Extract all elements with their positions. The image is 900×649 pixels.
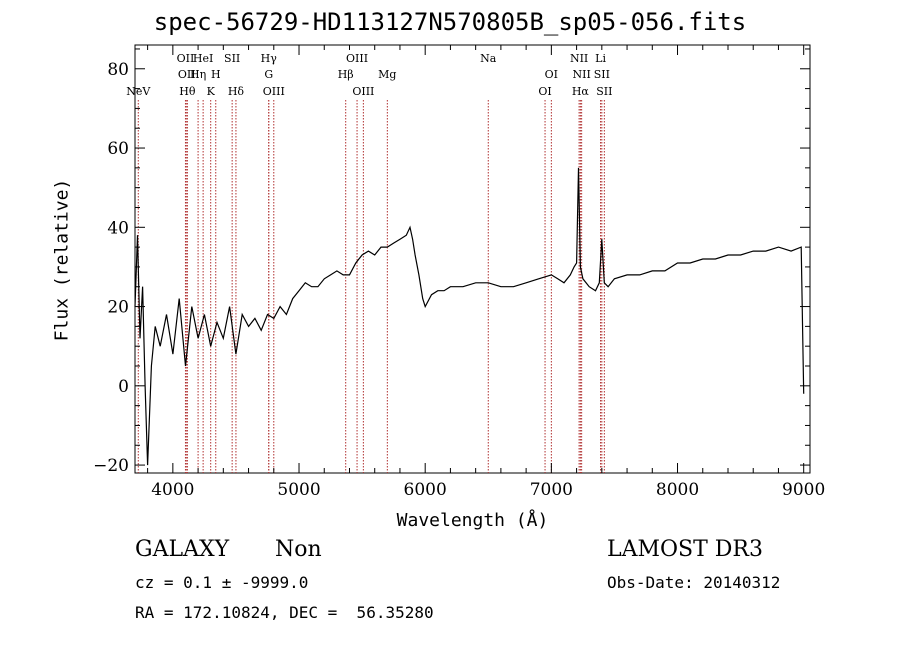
line-marker-label: NII (572, 68, 590, 81)
x-tick-label: 8000 (656, 480, 699, 500)
plot-frame (134, 44, 811, 474)
line-marker-label: SII (224, 52, 240, 65)
line-marker-label: NII (570, 52, 588, 65)
line-marker-label: OIII (263, 85, 285, 98)
object-class: GALAXY (135, 537, 230, 562)
y-tick-label: 80 (107, 60, 129, 80)
y-tick-label: 40 (107, 218, 129, 238)
y-tick-label: 20 (107, 298, 129, 318)
line-marker-label: Na (480, 52, 497, 65)
cz-value: cz = 0.1 ± -9999.0 (135, 573, 309, 592)
line-marker-label: Hδ (228, 85, 245, 98)
survey-name: LAMOST DR3 (607, 537, 763, 562)
line-marker-label: OI (538, 85, 551, 98)
x-tick-label: 4000 (151, 480, 194, 500)
line-marker-label: OIII (352, 85, 374, 98)
x-tick-label: 7000 (530, 480, 573, 500)
line-marker-label: OI (545, 68, 558, 81)
line-marker-label: Li (595, 52, 606, 65)
line-marker-label: HeI (193, 52, 213, 65)
line-marker-label: Hα (572, 85, 590, 98)
line-marker-label: Hθ (179, 85, 196, 98)
line-marker-label: Hγ (261, 52, 278, 65)
object-subclass: Non (275, 537, 322, 562)
spectrum-line (134, 167, 805, 466)
line-marker-label: NeV (126, 85, 151, 98)
axes: 4000 5000 6000 7000 8000 9000 −20 0 20 40 60 80 (93, 45, 825, 500)
y-axis-label: Flux (relative) (51, 178, 73, 342)
x-tick-label: 5000 (277, 480, 320, 500)
y-tick-label: −20 (93, 456, 129, 476)
x-axis-label: Wavelength (Å) (396, 510, 549, 531)
y-tick-label: 0 (118, 377, 129, 397)
line-marker-label: OII (177, 52, 195, 65)
x-tick-label: 6000 (404, 480, 447, 500)
line-marker-label: H (211, 68, 221, 81)
line-marker-label: Hβ (338, 68, 354, 81)
spectrum-series (134, 167, 805, 466)
line-marker-label: SII (596, 85, 612, 98)
line-marker-label: OII (178, 68, 196, 81)
line-marker-label: G (264, 68, 273, 81)
line-marker-label: SII (594, 68, 610, 81)
obs-date: Obs-Date: 20140312 (607, 573, 781, 592)
chart-title: spec-56729-HD113127N570805B_sp05-056.fit… (153, 8, 747, 36)
coordinates: RA = 172.10824, DEC = 56.35280 (135, 603, 434, 622)
line-marker-label: OIII (346, 52, 368, 65)
line-marker-label: Hη (190, 68, 206, 81)
line-marker-label: Mg (378, 68, 396, 81)
line-marker-label: K (207, 85, 216, 98)
y-tick-label: 60 (107, 139, 129, 159)
x-tick-label: 9000 (782, 480, 825, 500)
line-markers: NeVOIIOIIHθHηHeIKHSIIHδHγGOIIIOIIIHβOIII… (126, 52, 612, 473)
